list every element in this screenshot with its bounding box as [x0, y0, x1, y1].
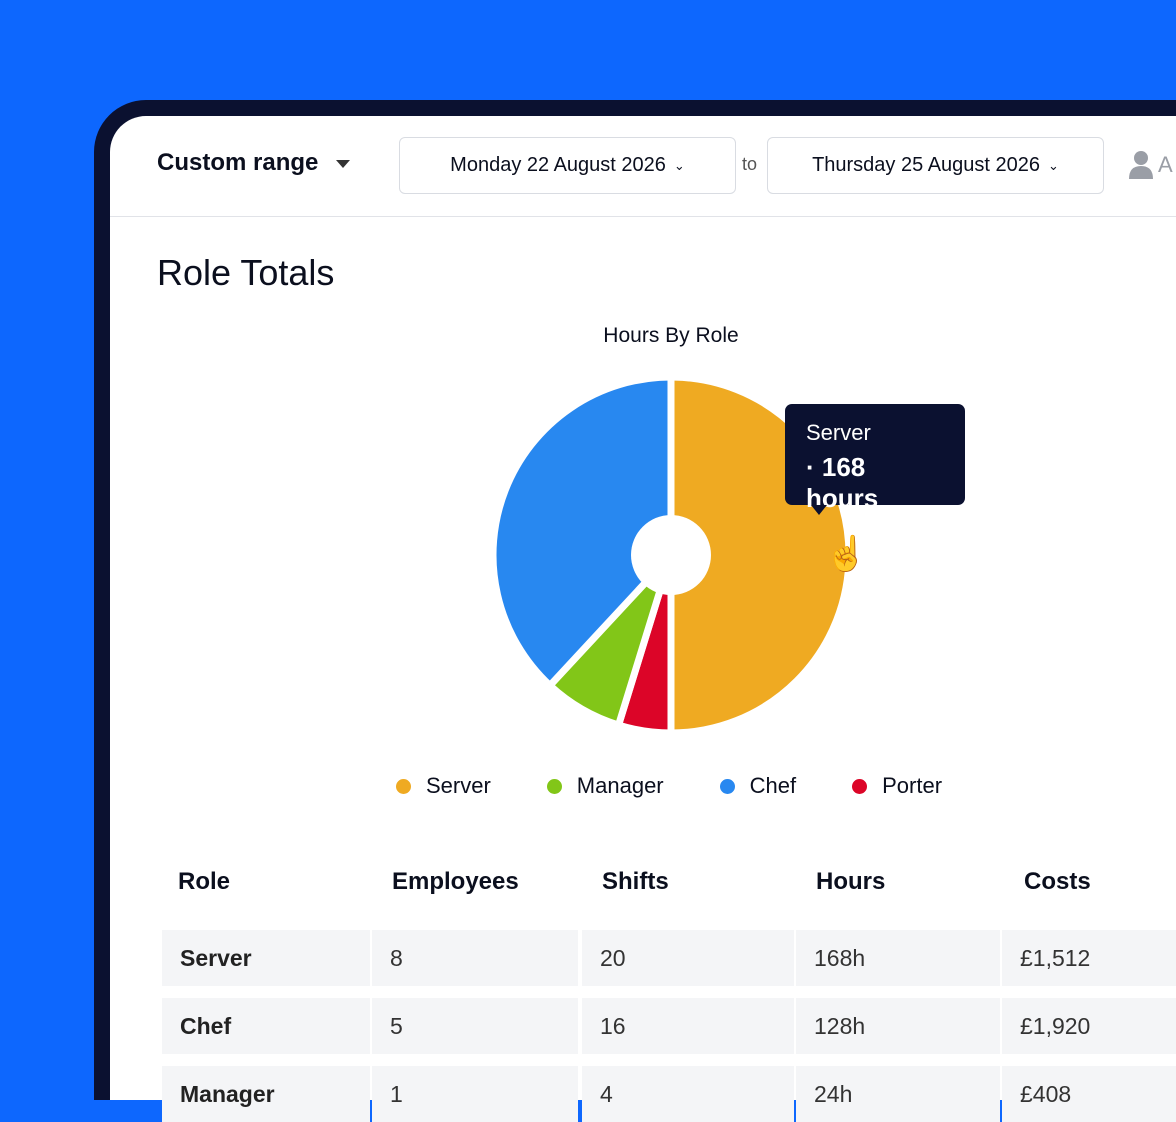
chevron-down-icon: ⌄ [673, 157, 685, 173]
pie-center-hole [631, 515, 711, 595]
chart-legend: Server Manager Chef Porter [396, 773, 942, 799]
to-label: to [742, 154, 758, 174]
legend-label: Chef [749, 773, 797, 798]
range-type-dropdown[interactable]: Custom range [157, 149, 351, 177]
legend-item-manager[interactable]: Manager [546, 773, 664, 799]
app-screen: Custom range Monday 22 August 2026 ⌄ to T… [110, 116, 1176, 1122]
cell-employees: 5 [372, 998, 578, 1054]
chevron-down-icon: ⌄ [1048, 157, 1059, 173]
table-row[interactable]: Chef 5 16 128h £1,920 [162, 998, 1176, 1054]
legend-item-porter[interactable]: Porter [852, 773, 942, 799]
table-row[interactable]: Server 8 20 168h £1,512 [162, 930, 1176, 986]
header-employees[interactable]: Employees [392, 868, 519, 895]
legend-label: Porter [882, 773, 943, 798]
cell-costs: £1,920 [1002, 998, 1176, 1054]
legend-label: Manager [576, 773, 664, 798]
cell-hours: 24h [796, 1066, 1000, 1122]
hours-by-role-pie [489, 373, 853, 737]
cell-employees: 8 [372, 930, 578, 986]
header-role[interactable]: Role [178, 868, 231, 895]
page-title: Role Totals [157, 252, 335, 293]
cell-costs: £1,512 [1002, 930, 1176, 986]
header-shifts[interactable]: Shifts [602, 868, 669, 895]
cell-role: Chef [162, 998, 370, 1054]
legend-dot [719, 778, 735, 794]
user-menu[interactable]: A [1128, 150, 1173, 180]
legend-dot [546, 778, 562, 794]
chart-tooltip: Server · 168 hours [785, 404, 965, 515]
tooltip-value: · 168 hours [806, 452, 879, 513]
legend-item-server[interactable]: Server [396, 773, 491, 799]
start-date: Monday 22 August 2026 [450, 154, 666, 176]
chart-title: Hours By Role [603, 324, 739, 347]
cell-role: Server [162, 930, 370, 986]
user-icon [1129, 151, 1153, 179]
end-date-picker[interactable]: Thursday 25 August 2026 ⌄ [767, 137, 1104, 194]
start-date-picker[interactable]: Monday 22 August 2026 ⌄ [399, 137, 736, 194]
header-hours[interactable]: Hours [816, 868, 886, 895]
pie-slice-chef[interactable] [489, 373, 675, 691]
end-date: Thursday 25 August 2026 [812, 154, 1041, 176]
legend-dot [396, 778, 411, 794]
cell-role: Manager [162, 1066, 370, 1122]
cell-hours: 168h [796, 930, 1000, 986]
legend-item-chef[interactable]: Chef [719, 773, 797, 799]
cell-employees: 1 [372, 1066, 578, 1122]
user-name: A [1158, 152, 1173, 177]
cell-costs: £408 [1002, 1066, 1176, 1122]
legend-dot [852, 778, 868, 794]
legend-label: Server [426, 773, 491, 798]
cell-shifts: 20 [582, 930, 794, 986]
date-range-header: Custom range Monday 22 August 2026 ⌄ to T… [110, 116, 1176, 217]
tooltip-label: Server [806, 420, 871, 445]
table-row[interactable]: Manager 1 4 24h £408 [162, 1066, 1176, 1122]
cell-shifts: 16 [582, 998, 794, 1054]
header-costs[interactable]: Costs [1024, 868, 1091, 895]
cell-shifts: 4 [582, 1066, 794, 1122]
cell-hours: 128h [796, 998, 1000, 1054]
range-label: Custom range [157, 149, 319, 176]
hand-cursor-icon: ☝ [825, 535, 868, 573]
caret-down-icon [336, 159, 351, 168]
